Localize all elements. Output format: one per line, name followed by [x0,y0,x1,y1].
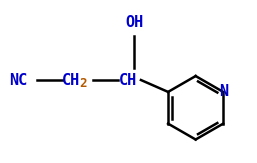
Text: 2: 2 [79,77,87,90]
Text: CH: CH [62,73,80,88]
Text: NC: NC [10,73,28,88]
Text: CH: CH [119,73,137,88]
Text: OH: OH [126,15,144,30]
Text: N: N [219,84,228,99]
